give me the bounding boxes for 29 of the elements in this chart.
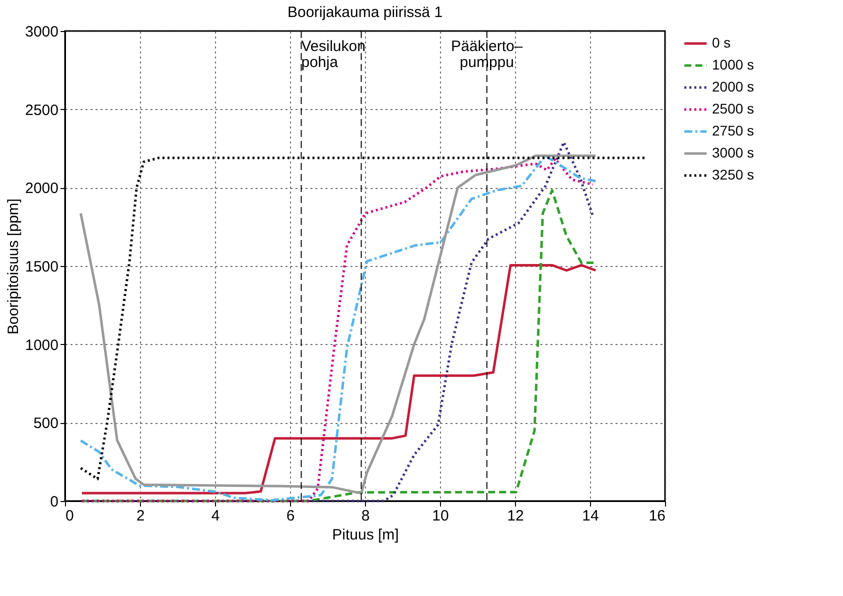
legend-label: 3000 s — [712, 144, 754, 160]
line-series — [80, 264, 597, 494]
x-tick-label: 2 — [136, 508, 145, 524]
x-tick-label: 16 — [648, 508, 666, 524]
annotation: Vesilukon pohja — [301, 38, 366, 71]
y-tick-label: 500 — [33, 415, 58, 432]
y-tick-label: 2500 — [25, 102, 58, 119]
y-tick-label: 3000 — [25, 24, 58, 40]
x-tick-label: 8 — [361, 508, 370, 524]
legend-label: 2750 s — [712, 122, 754, 138]
legend-label: 3250 s — [712, 166, 754, 182]
y-tick-label: 1000 — [25, 336, 58, 354]
legend-label: 2500 s — [712, 100, 754, 116]
legend-label: 0 s — [712, 34, 731, 50]
x-tick-label: 6 — [286, 508, 295, 524]
legend-label: 1000 s — [712, 56, 754, 72]
y-tick-label: 0 — [50, 494, 58, 510]
legend-label: 2000 s — [712, 78, 754, 94]
y-tick-label: 2000 — [25, 180, 58, 198]
x-tick-label: 10 — [432, 508, 449, 524]
x-tick-label: 12 — [507, 508, 524, 524]
y-tick-label: 1500 — [25, 258, 58, 276]
ref-line-label: Pääkierto– pumppu — [451, 38, 524, 71]
y-axis-title: Booripitoisuus [ppm] — [5, 198, 22, 334]
x-axis-title: Pituus [m] — [332, 526, 399, 544]
x-tick-label: 0 — [66, 508, 74, 524]
x-tick-label: 14 — [582, 508, 599, 524]
chart-title: Boorijakauma piirissä 1 — [287, 4, 443, 21]
x-tick-label: 4 — [211, 508, 220, 524]
